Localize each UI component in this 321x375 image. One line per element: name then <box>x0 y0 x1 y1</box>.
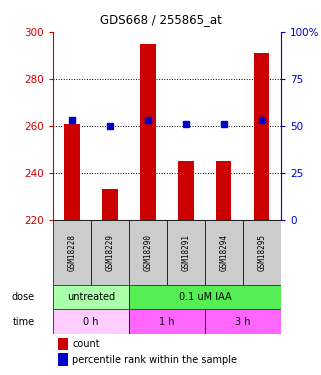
Bar <box>216 161 231 220</box>
Text: percentile rank within the sample: percentile rank within the sample <box>72 355 237 365</box>
Bar <box>178 161 194 220</box>
Text: GSM18290: GSM18290 <box>143 234 152 271</box>
Bar <box>129 309 205 334</box>
Bar <box>53 220 91 285</box>
Text: GDS668 / 255865_at: GDS668 / 255865_at <box>100 13 221 26</box>
Text: GSM18229: GSM18229 <box>105 234 115 271</box>
Bar <box>57 338 68 350</box>
Text: 0.1 uM IAA: 0.1 uM IAA <box>178 292 231 302</box>
Text: 1 h: 1 h <box>159 317 175 327</box>
Text: GSM18228: GSM18228 <box>67 234 76 271</box>
Text: GSM18295: GSM18295 <box>257 234 266 271</box>
Bar <box>129 285 281 309</box>
Text: GSM18294: GSM18294 <box>219 234 229 271</box>
Bar <box>243 220 281 285</box>
Text: count: count <box>72 339 100 349</box>
Text: 0 h: 0 h <box>83 317 99 327</box>
Text: untreated: untreated <box>67 292 115 302</box>
Text: time: time <box>13 317 35 327</box>
Bar <box>65 124 80 220</box>
Bar <box>53 309 129 334</box>
Bar <box>167 220 205 285</box>
Bar <box>91 220 129 285</box>
Text: dose: dose <box>12 292 35 302</box>
Bar <box>57 354 68 366</box>
Text: GSM18291: GSM18291 <box>181 234 190 271</box>
Bar <box>102 189 117 220</box>
Bar <box>205 309 281 334</box>
Bar <box>129 220 167 285</box>
Bar <box>254 53 270 220</box>
Text: 3 h: 3 h <box>235 317 251 327</box>
Bar <box>53 285 129 309</box>
Bar <box>140 44 156 220</box>
Bar <box>205 220 243 285</box>
